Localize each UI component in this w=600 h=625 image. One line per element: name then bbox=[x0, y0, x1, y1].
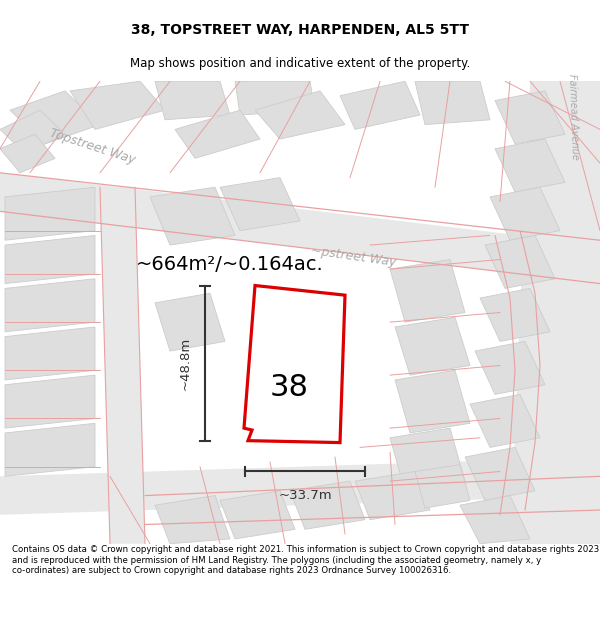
Polygon shape bbox=[5, 375, 95, 428]
Polygon shape bbox=[460, 496, 530, 544]
Polygon shape bbox=[5, 279, 95, 332]
Polygon shape bbox=[0, 134, 55, 172]
Polygon shape bbox=[235, 81, 315, 115]
Polygon shape bbox=[395, 370, 470, 433]
Polygon shape bbox=[0, 173, 600, 284]
Polygon shape bbox=[480, 288, 550, 341]
Polygon shape bbox=[390, 428, 465, 491]
Polygon shape bbox=[220, 177, 300, 231]
Polygon shape bbox=[495, 91, 565, 144]
Polygon shape bbox=[465, 448, 535, 501]
Polygon shape bbox=[100, 188, 145, 544]
Polygon shape bbox=[415, 465, 470, 508]
Text: 38, TOPSTREET WAY, HARPENDEN, AL5 5TT: 38, TOPSTREET WAY, HARPENDEN, AL5 5TT bbox=[131, 22, 469, 37]
Polygon shape bbox=[70, 81, 165, 129]
Polygon shape bbox=[290, 481, 365, 529]
Polygon shape bbox=[355, 471, 430, 519]
Polygon shape bbox=[175, 110, 260, 158]
Polygon shape bbox=[390, 259, 465, 322]
Text: ~664m²/~0.164ac.: ~664m²/~0.164ac. bbox=[136, 255, 324, 274]
Polygon shape bbox=[155, 293, 225, 351]
Polygon shape bbox=[155, 496, 230, 544]
Polygon shape bbox=[495, 139, 565, 192]
Polygon shape bbox=[244, 286, 345, 442]
Polygon shape bbox=[150, 188, 235, 245]
Polygon shape bbox=[255, 91, 345, 139]
Polygon shape bbox=[395, 318, 470, 375]
Polygon shape bbox=[10, 91, 100, 144]
Polygon shape bbox=[415, 81, 490, 124]
Polygon shape bbox=[490, 188, 560, 240]
Text: Contains OS data © Crown copyright and database right 2021. This information is : Contains OS data © Crown copyright and d… bbox=[12, 545, 599, 575]
Text: ~33.7m: ~33.7m bbox=[278, 489, 332, 502]
Polygon shape bbox=[220, 491, 295, 539]
Polygon shape bbox=[0, 457, 600, 515]
Polygon shape bbox=[485, 236, 555, 288]
Polygon shape bbox=[340, 81, 420, 129]
Text: Fairmead Avenue: Fairmead Avenue bbox=[567, 74, 580, 161]
Polygon shape bbox=[5, 423, 95, 476]
Text: ~48.8m: ~48.8m bbox=[179, 336, 191, 390]
Text: ~pstreet Way: ~pstreet Way bbox=[310, 244, 397, 269]
Polygon shape bbox=[510, 81, 600, 544]
Polygon shape bbox=[5, 236, 95, 284]
Text: 38: 38 bbox=[269, 372, 308, 401]
Polygon shape bbox=[470, 394, 540, 448]
Polygon shape bbox=[155, 81, 230, 120]
Polygon shape bbox=[475, 341, 545, 394]
Polygon shape bbox=[5, 188, 95, 240]
Text: Map shows position and indicative extent of the property.: Map shows position and indicative extent… bbox=[130, 57, 470, 70]
Text: Topstreet Way: Topstreet Way bbox=[48, 126, 137, 166]
Polygon shape bbox=[5, 327, 95, 380]
Polygon shape bbox=[0, 110, 65, 154]
